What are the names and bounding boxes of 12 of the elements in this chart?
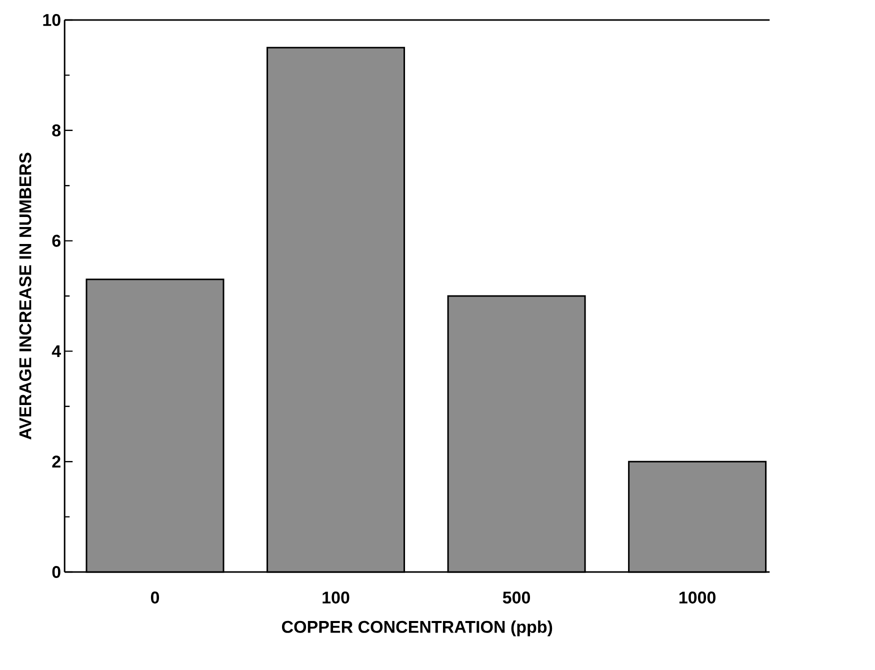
y-tick-label: 4 [52, 345, 61, 358]
x-tick-label: 1000 [679, 592, 716, 604]
x-axis-title: COPPER CONCENTRATION (ppb) [282, 620, 552, 636]
x-tick-label: 0 [150, 592, 160, 604]
y-tick-label: 0 [52, 566, 60, 578]
y-tick-label: 8 [52, 124, 61, 136]
x-tick-label: 500 [502, 592, 530, 604]
y-tick-label: 10 [43, 14, 60, 26]
y-tick-label: 6 [52, 234, 60, 247]
y-tick-label: 2 [52, 456, 60, 468]
x-tick-label: 100 [322, 592, 350, 604]
y-axis-title: AVERAGE INCREASE IN NUMBERS [19, 152, 32, 440]
